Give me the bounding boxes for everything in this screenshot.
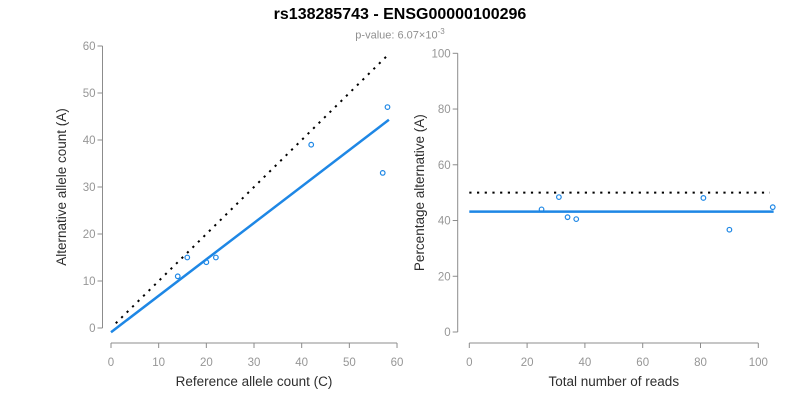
x-tick-label: 50 bbox=[343, 357, 356, 369]
y-tick-label: 0 bbox=[444, 327, 450, 339]
data-point bbox=[384, 104, 391, 110]
y-tick-label: 20 bbox=[438, 271, 451, 283]
data-point bbox=[564, 214, 571, 221]
x-tick-label: 20 bbox=[200, 357, 213, 369]
x-tick-label: 100 bbox=[749, 357, 768, 369]
data-point bbox=[203, 259, 210, 266]
x-axis-title: Total number of reads bbox=[549, 374, 680, 389]
data-point bbox=[174, 273, 181, 280]
data-point bbox=[538, 206, 545, 213]
y-tick-label: 10 bbox=[83, 276, 96, 288]
y-axis-title: Alternative allele count (A) bbox=[54, 108, 69, 266]
p-value-exponent: -3 bbox=[437, 27, 445, 36]
x-tick-label: 10 bbox=[152, 357, 165, 369]
x-tick-label: 20 bbox=[521, 357, 534, 369]
x-tick-label: 60 bbox=[391, 357, 404, 369]
data-point bbox=[726, 226, 733, 233]
y-tick-label: 0 bbox=[89, 323, 95, 335]
p-value-label: p-value: 6.07×10-3 bbox=[0, 27, 800, 42]
x-tick-label: 0 bbox=[466, 357, 472, 369]
x-tick-label: 30 bbox=[248, 357, 261, 369]
plot-title: rs138285743 - ENSG00000100296 bbox=[273, 6, 527, 23]
y-axis-title: Percentage alternative (A) bbox=[412, 114, 427, 271]
data-point bbox=[555, 194, 562, 201]
x-tick-label: 60 bbox=[636, 357, 649, 369]
p-value-text: p-value: 6.07×10 bbox=[355, 29, 438, 42]
y-tick-label: 100 bbox=[432, 48, 451, 60]
fit-line bbox=[110, 118, 390, 334]
allele-count-scatter-plot: 0 10 20 30 40 50 60 0 10 20 30 40 50 60 Reference alle… bbox=[54, 41, 404, 389]
data-point bbox=[769, 204, 776, 211]
y-tick-label: 60 bbox=[83, 41, 96, 53]
x-tick-label: 40 bbox=[295, 357, 308, 369]
y-tick-label: 40 bbox=[83, 135, 96, 147]
data-point bbox=[308, 141, 315, 148]
y-tick-label: 50 bbox=[83, 88, 96, 100]
data-point bbox=[573, 216, 580, 223]
data-point bbox=[379, 169, 386, 176]
x-axis-title: Reference allele count (C) bbox=[176, 374, 333, 389]
percentage-scatter-plot: 0 20 40 60 80 100 0 20 40 60 80 100 Total number of … bbox=[412, 48, 776, 389]
y-tick-label: 30 bbox=[83, 182, 96, 194]
data-point bbox=[184, 254, 191, 261]
y-tick-label: 20 bbox=[83, 229, 96, 241]
x-tick-label: 40 bbox=[579, 357, 592, 369]
data-point bbox=[700, 195, 707, 201]
x-tick-label: 80 bbox=[694, 357, 707, 369]
y-tick-label: 80 bbox=[438, 104, 451, 116]
data-point bbox=[212, 254, 219, 261]
x-tick-label: 0 bbox=[108, 357, 114, 369]
y-tick-label: 60 bbox=[438, 160, 451, 172]
identity-line bbox=[115, 54, 389, 325]
y-tick-label: 40 bbox=[438, 216, 451, 228]
